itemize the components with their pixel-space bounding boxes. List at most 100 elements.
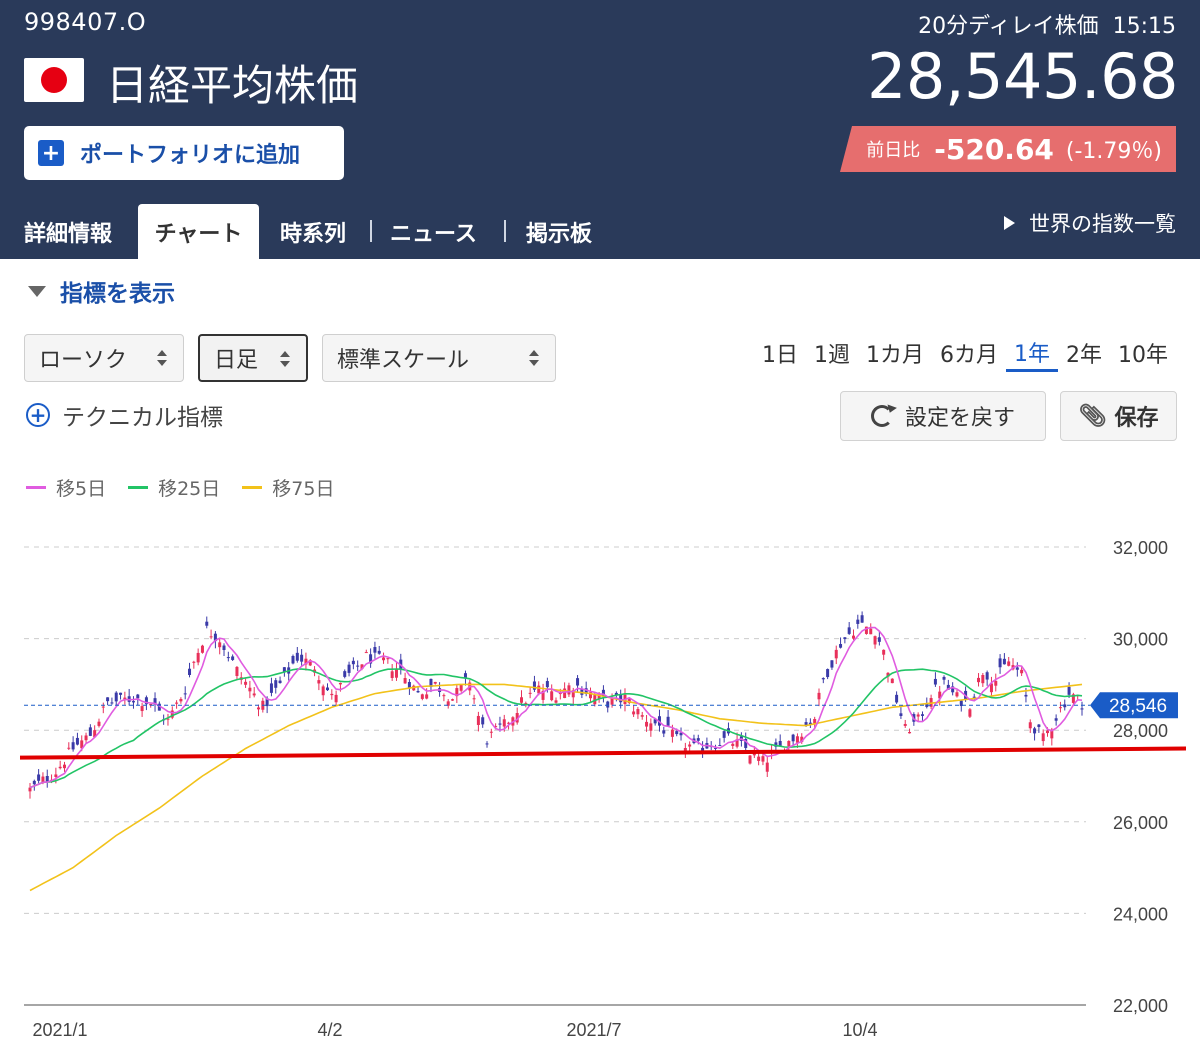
add-to-portfolio-label: ポートフォリオに追加 [80,143,301,168]
candle-body [131,701,135,703]
candlestick-chart[interactable]: 32,000 30,000 28,000 26,000 24,000 22,000 2021… [0,500,1200,1052]
tab-news[interactable]: ニュース [390,221,477,247]
candle-body [701,747,705,752]
tab-timeseries[interactable]: 時系列 [280,221,347,247]
candle-body [282,667,286,672]
candle-body [209,636,213,638]
candle-body [998,658,1002,668]
chart-type-value: ローソク [39,348,128,373]
candle-body [416,690,420,693]
candle-body [291,655,295,664]
candle-body [1015,667,1019,670]
candle-body [972,696,976,698]
candle-body [32,780,36,785]
period-1d[interactable]: 1日 [762,343,798,368]
candle-body [584,688,588,694]
candle-body [295,652,299,661]
candle-body [494,726,498,728]
candle-body [429,678,433,687]
candle-body [1002,658,1006,665]
candle-body [830,660,834,668]
reset-settings-button[interactable]: 設定を戻す [840,391,1046,441]
scale-value: 標準スケール [337,348,470,373]
candle-body [420,694,424,699]
period-6m[interactable]: 6カ月 [940,343,998,368]
candle-body [1067,686,1071,695]
period-1m[interactable]: 1カ月 [866,343,924,368]
chart-type-select[interactable]: ローソク [24,334,184,382]
candle-body [524,703,528,705]
y-tick-label: 22,000 [1113,996,1168,1016]
candle-body [300,654,304,662]
candle-body [218,642,222,648]
candle-body [942,676,946,680]
period-2y[interactable]: 2年 [1066,343,1102,368]
candle-body [274,680,278,688]
candle-body [670,729,674,737]
candle-body [67,747,71,749]
candle-body [679,732,683,736]
candle-body [856,619,860,624]
candle-body [140,706,144,712]
candle-body [839,644,843,648]
candle-body [489,731,493,733]
select-arrows-icon [529,348,539,370]
candle-body [563,688,567,699]
candle-body [890,678,894,684]
paperclip-icon: 📎︎ [1078,403,1107,429]
candle-body [903,723,907,726]
save-button[interactable]: 📎︎ 保存 [1060,391,1177,441]
period-1y[interactable]: 1年 [1006,334,1058,372]
tab-divider [504,220,506,242]
tab-board[interactable]: 掲示板 [526,221,593,247]
candle-body [938,691,942,699]
show-indicators-toggle[interactable]: 指標を表示 [28,274,175,308]
candle-body [951,686,955,693]
y-tick-label: 32,000 [1113,538,1168,558]
tab-chart[interactable]: チャート [138,204,259,259]
candle-body [425,694,429,699]
candle-body [364,652,368,654]
quote-time: 15:15 [1112,14,1176,39]
candle-body [1020,669,1024,674]
candle-body [166,718,170,720]
candle-body [567,685,571,695]
legend-label: 移75日 [272,478,335,500]
current-price-label: 28,546 [1109,696,1167,717]
candle-body [959,700,963,707]
technical-indicators-button[interactable]: + テクニカル指標 [26,398,223,432]
candle-body [804,722,808,726]
world-indices-link[interactable]: 世界の指数一覧 [1004,208,1176,238]
candle-body [71,742,75,750]
scale-select[interactable]: 標準スケール [322,334,556,382]
x-tick-label: 10/4 [842,1020,877,1040]
candle-body [149,703,153,706]
change-label: 前日比 [866,140,921,161]
candle-body [498,723,502,725]
candle-body [45,775,49,782]
period-1w[interactable]: 1週 [814,343,850,368]
period-10y[interactable]: 10年 [1118,343,1168,368]
candle-body [1041,733,1045,742]
candle-body [843,637,847,640]
candle-body [442,695,446,697]
candle-body [869,628,873,635]
support-trendline [19,746,1187,760]
world-indices-label: 世界の指数一覧 [1029,212,1176,236]
candle-body [377,650,381,654]
candle-body [675,731,679,735]
add-circle-icon: + [26,403,50,427]
candle-body [606,701,610,708]
candle-body [433,681,437,684]
tab-details[interactable]: 詳細情報 [24,221,113,247]
candle-body [269,683,273,693]
candle-body [520,697,524,703]
candle-body [968,709,972,717]
interval-select[interactable]: 日足 [198,334,308,382]
add-to-portfolio-button[interactable]: + ポートフォリオに追加 [24,126,344,180]
candle-body [338,682,342,685]
candle-body [515,713,519,723]
candle-body [459,684,463,691]
candle-body [110,702,114,704]
candle-body [373,647,377,653]
